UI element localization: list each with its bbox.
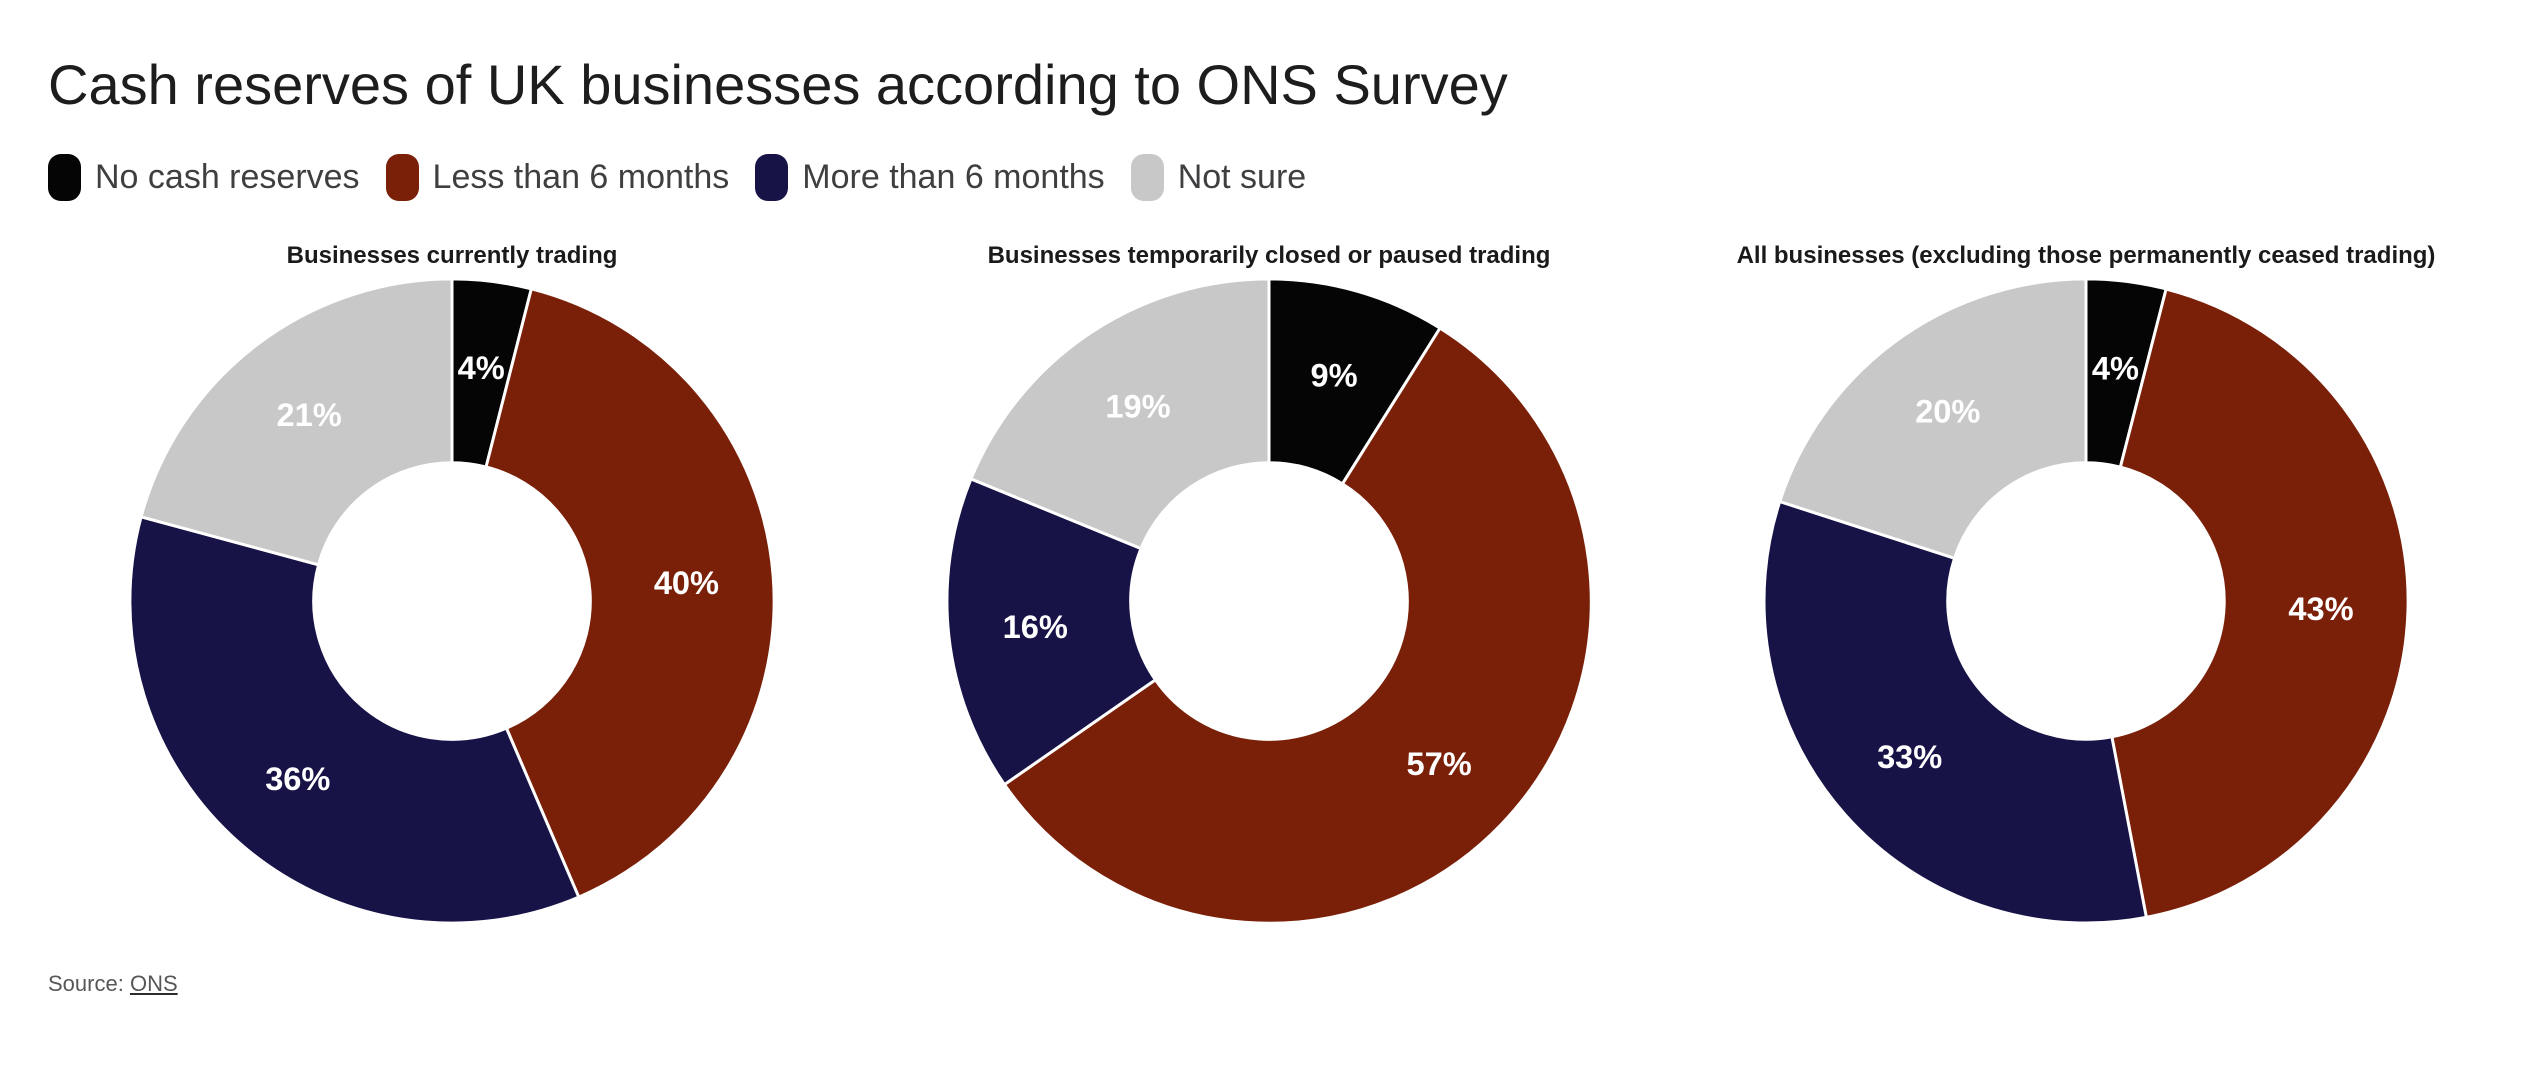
slice-value-label-more-than-6-months: 16% bbox=[1003, 608, 1068, 645]
slice-less-than-6-months bbox=[1002, 326, 1593, 925]
legend-item-not-sure: Not sure bbox=[1130, 154, 1307, 201]
legend-item-less-than-6-months: Less than 6 months bbox=[385, 154, 730, 201]
page-title: Cash reserves of UK businesses according… bbox=[48, 53, 1508, 116]
donut-chart-svg: 4% 43% 33% 20% bbox=[1762, 277, 2410, 925]
legend-swatch-less-than-6-months bbox=[385, 154, 419, 201]
slice-value-label-more-than-6-months: 33% bbox=[1877, 738, 1942, 775]
slice-value-label-not-sure: 19% bbox=[1105, 387, 1170, 424]
legend-label: Less than 6 months bbox=[432, 158, 730, 196]
source-link[interactable]: ONS bbox=[129, 971, 178, 996]
donut-chart-all-businesses: All businesses (excluding those permanen… bbox=[1678, 241, 2494, 927]
donut-chart-svg: 9% 57% 16% 19% bbox=[945, 277, 1593, 925]
chart-title: Businesses currently trading bbox=[286, 242, 618, 269]
slice-not-sure bbox=[1777, 277, 2088, 561]
slice-more-than-6-months bbox=[945, 476, 1158, 787]
slice-not-sure bbox=[969, 277, 1271, 551]
chart-title: All businesses (excluding those permanen… bbox=[1736, 242, 2436, 269]
legend-swatch-no-cash-reserves bbox=[48, 154, 81, 201]
source-note: Source: ONS bbox=[48, 971, 2494, 997]
legend-swatch-more-than-6-months bbox=[755, 154, 789, 201]
charts-row: Businesses currently trading 4% 40% 36% 21%… bbox=[44, 241, 2494, 927]
legend-label: More than 6 months bbox=[802, 158, 1105, 196]
slice-value-label-no-cash-reserves: 9% bbox=[1310, 357, 1357, 394]
donut-chart-currently-trading: Businesses currently trading 4% 40% 36% 21% bbox=[44, 241, 860, 927]
legend: No cash reserves Less than 6 months More… bbox=[48, 154, 2494, 201]
slice-no-cash-reserves bbox=[1267, 277, 1443, 486]
slice-value-label-no-cash-reserves: 4% bbox=[2092, 349, 2139, 386]
slice-less-than-6-months bbox=[484, 287, 776, 900]
slice-value-label-not-sure: 21% bbox=[277, 396, 342, 433]
slice-value-label-no-cash-reserves: 4% bbox=[458, 349, 505, 386]
legend-label: No cash reserves bbox=[95, 158, 360, 196]
legend-label: Not sure bbox=[1177, 158, 1307, 196]
chart-title: Businesses temporarily closed or paused … bbox=[987, 242, 1551, 269]
slice-more-than-6-months bbox=[128, 515, 581, 925]
slice-value-label-more-than-6-months: 36% bbox=[265, 760, 330, 797]
donut-chart-svg: 4% 40% 36% 21% bbox=[128, 277, 776, 925]
legend-item-more-than-6-months: More than 6 months bbox=[755, 154, 1105, 201]
donut-chart-temporarily-closed: Businesses temporarily closed or paused … bbox=[861, 241, 1677, 927]
slice-value-label-less-than-6-months: 40% bbox=[654, 564, 719, 601]
slice-value-label-less-than-6-months: 57% bbox=[1407, 745, 1472, 782]
source-prefix: Source: bbox=[48, 971, 124, 996]
legend-swatch-not-sure bbox=[1130, 154, 1164, 201]
legend-item-no-cash-reserves: No cash reserves bbox=[48, 154, 360, 201]
slice-not-sure bbox=[139, 277, 454, 567]
slice-less-than-6-months bbox=[2110, 287, 2410, 920]
slice-value-label-not-sure: 20% bbox=[1915, 392, 1980, 429]
slice-value-label-less-than-6-months: 43% bbox=[2288, 590, 2353, 627]
slice-more-than-6-months bbox=[1762, 499, 2149, 925]
